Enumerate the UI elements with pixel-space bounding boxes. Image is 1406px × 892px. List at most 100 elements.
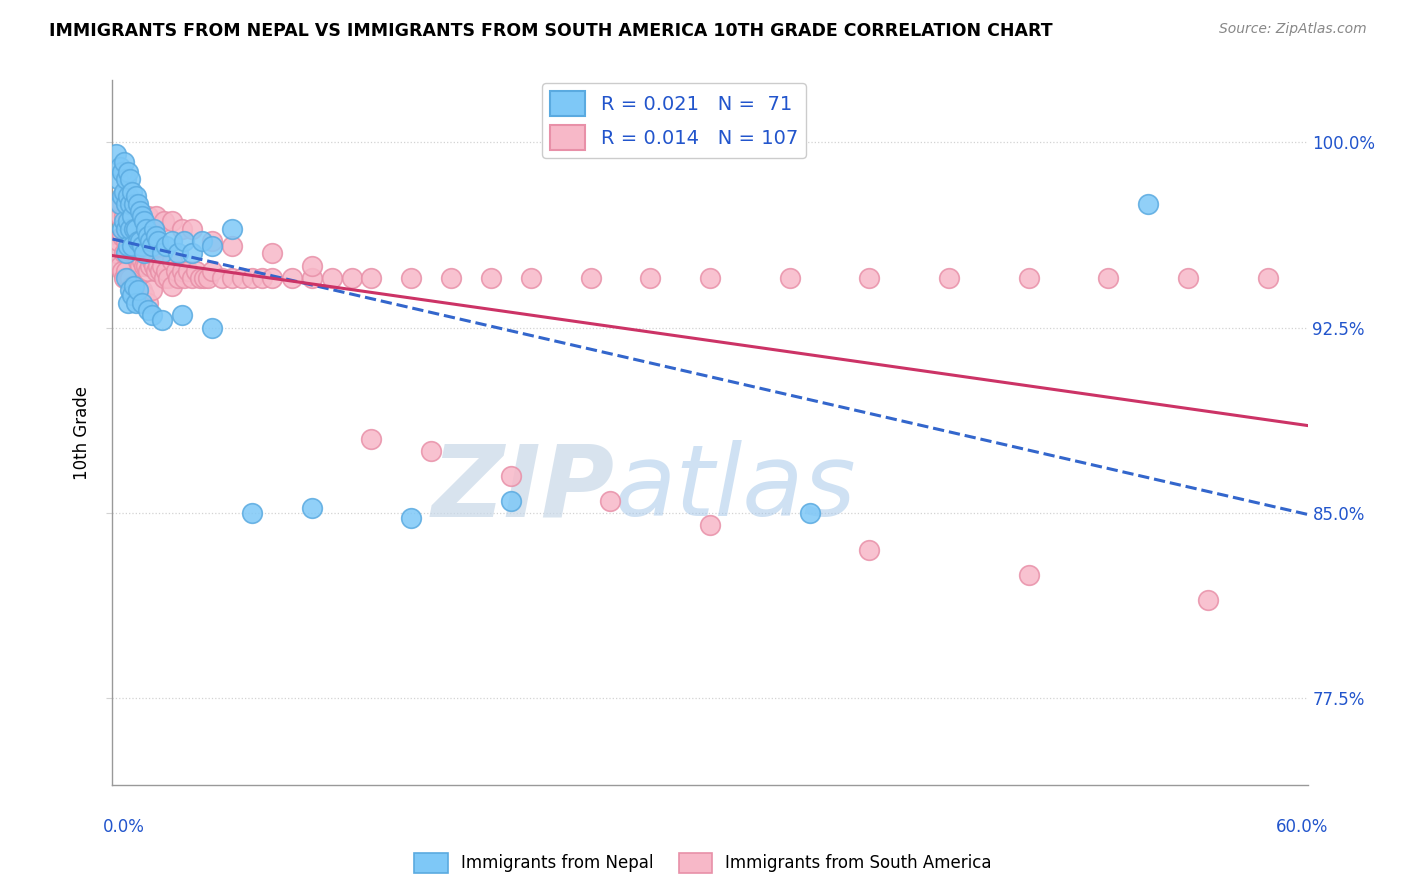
Point (181, 221, 204, 235)
Point (145, 209, 167, 223)
Point (520, 271, 543, 285)
Point (360, 432, 382, 446)
Point (114, 214, 135, 228)
Point (117, 295, 139, 310)
Point (127, 284, 149, 298)
Point (121, 246, 143, 260)
Point (155, 239, 177, 253)
Point (110, 160, 132, 174)
Point (125, 284, 148, 298)
Point (124, 197, 146, 211)
Point (301, 271, 323, 285)
Point (240, 271, 263, 285)
Point (121, 185, 143, 199)
Point (105, 147, 128, 161)
Point (172, 308, 194, 322)
Point (250, 271, 273, 285)
Text: 0.0%: 0.0% (103, 818, 145, 836)
Point (150, 259, 173, 273)
Point (193, 271, 215, 285)
Point (221, 221, 243, 235)
Point (162, 278, 183, 293)
Point (699, 271, 721, 285)
Point (640, 271, 662, 285)
Point (115, 271, 138, 285)
Point (197, 271, 219, 285)
Point (150, 313, 173, 327)
Point (1018, 271, 1040, 285)
Point (173, 234, 195, 248)
Point (114, 271, 135, 285)
Point (153, 214, 176, 228)
Point (699, 518, 721, 533)
Point (440, 271, 463, 285)
Point (150, 246, 173, 260)
Point (131, 295, 153, 310)
Point (201, 239, 224, 253)
Point (121, 209, 143, 223)
Point (148, 234, 170, 248)
Point (165, 263, 187, 277)
Point (1197, 592, 1219, 607)
Point (579, 271, 602, 285)
Point (121, 239, 143, 253)
Point (111, 197, 134, 211)
Point (145, 229, 167, 244)
Point (321, 271, 343, 285)
Point (131, 239, 153, 253)
Point (131, 209, 153, 223)
Point (117, 165, 139, 179)
Point (221, 239, 243, 253)
Point (162, 234, 183, 248)
Point (115, 246, 138, 260)
Point (172, 263, 194, 277)
Point (138, 303, 160, 318)
Point (858, 271, 880, 285)
Point (117, 209, 139, 223)
Legend: R = 0.021   N =  71, R = 0.014   N = 107: R = 0.021 N = 71, R = 0.014 N = 107 (543, 83, 806, 158)
Point (124, 278, 146, 293)
Point (117, 189, 139, 203)
Point (115, 197, 138, 211)
Point (157, 271, 180, 285)
Point (107, 197, 129, 211)
Point (599, 493, 621, 508)
Point (120, 271, 142, 285)
Point (114, 154, 135, 169)
Point (211, 271, 233, 285)
Point (173, 271, 195, 285)
Point (188, 271, 211, 285)
Point (114, 246, 135, 260)
Point (115, 263, 138, 277)
Point (301, 259, 323, 273)
Point (172, 221, 194, 235)
Point (110, 259, 132, 273)
Point (110, 209, 132, 223)
Point (125, 197, 148, 211)
Point (231, 271, 253, 285)
Point (360, 271, 382, 285)
Point (162, 253, 183, 268)
Point (141, 253, 163, 268)
Point (221, 271, 243, 285)
Point (401, 511, 423, 525)
Point (240, 506, 263, 520)
Text: ZIP: ZIP (432, 441, 614, 538)
Point (129, 259, 152, 273)
Point (153, 271, 176, 285)
Point (143, 221, 166, 235)
Point (139, 259, 162, 273)
Point (110, 197, 132, 211)
Point (779, 271, 801, 285)
Point (134, 214, 156, 228)
Point (191, 234, 214, 248)
Point (201, 320, 224, 334)
Point (167, 271, 190, 285)
Point (145, 263, 167, 277)
Point (114, 209, 135, 223)
Point (131, 209, 153, 223)
Point (120, 234, 142, 248)
Point (107, 172, 129, 186)
Point (124, 284, 146, 298)
Point (141, 239, 163, 253)
